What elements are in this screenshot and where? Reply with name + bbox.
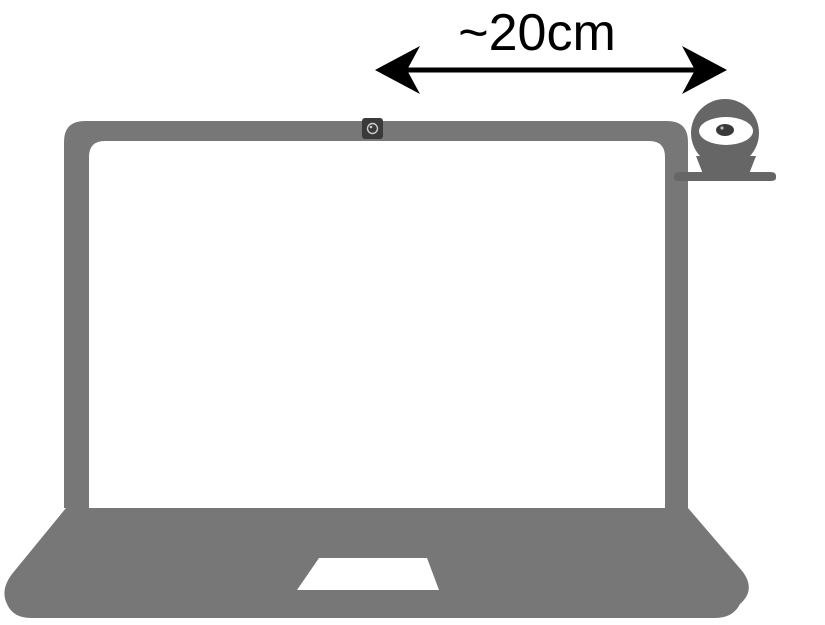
laptop-trackpad <box>297 558 439 590</box>
laptop-screen <box>89 141 665 508</box>
distance-arrow-head-left <box>375 46 420 94</box>
external-webcam-lens-glint <box>720 126 724 130</box>
external-webcam-lens <box>716 124 734 136</box>
external-webcam-base <box>674 172 776 181</box>
distance-indicator: ~20cm <box>375 4 727 94</box>
external-webcam-icon <box>674 99 776 181</box>
laptop-icon <box>4 118 749 618</box>
distance-arrow-head-right <box>682 46 727 94</box>
builtin-webcam-icon <box>362 118 383 139</box>
distance-label: ~20cm <box>458 4 616 62</box>
